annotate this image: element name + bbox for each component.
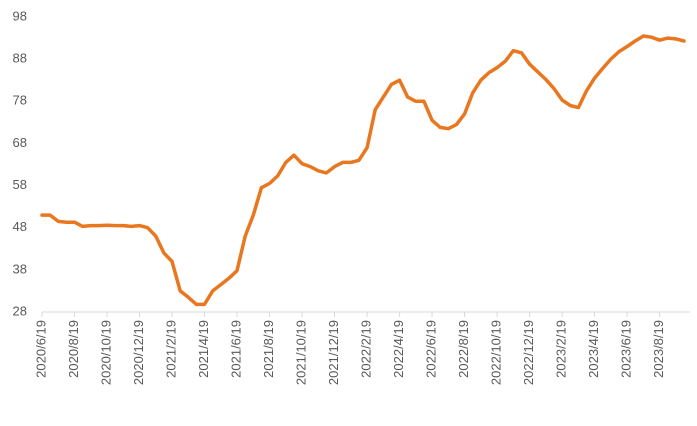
x-tick-label: 2020/8/19 <box>66 320 81 378</box>
y-tick-label: 38 <box>13 261 27 276</box>
x-tick-label: 2023/6/19 <box>619 320 634 378</box>
x-tick-label: 2022/10/19 <box>489 320 504 385</box>
x-tick-label: 2021/10/19 <box>293 320 308 385</box>
x-tick-label: 2021/2/19 <box>163 320 178 378</box>
y-tick-label: 68 <box>13 135 27 150</box>
y-tick-label: 88 <box>13 51 27 66</box>
x-tick-label: 2021/8/19 <box>261 320 276 378</box>
x-tick-label: 2023/2/19 <box>554 320 569 378</box>
x-tick-label: 2022/8/19 <box>456 320 471 378</box>
x-tick-label: 2021/4/19 <box>196 320 211 378</box>
x-tick-label: 2020/6/19 <box>33 320 48 378</box>
y-tick-label: 58 <box>13 177 27 192</box>
data-line <box>40 34 686 307</box>
y-tick-label: 48 <box>13 219 27 234</box>
y-tick-label: 28 <box>13 303 27 318</box>
x-tick-label: 2020/12/19 <box>131 320 146 385</box>
x-tick-label: 2021/6/19 <box>228 320 243 378</box>
x-tick-label: 2022/12/19 <box>521 320 536 385</box>
y-tick-label: 98 <box>13 8 27 23</box>
x-tick-label: 2022/4/19 <box>391 320 406 378</box>
y-tick-label: 78 <box>13 93 27 108</box>
x-tick-label: 2022/2/19 <box>359 320 374 378</box>
x-tick-label: 2023/4/19 <box>586 320 601 378</box>
x-tick-label: 2021/12/19 <box>326 320 341 385</box>
x-tick-label: 2023/8/19 <box>651 320 666 378</box>
x-tick-label: 2022/6/19 <box>424 320 439 378</box>
x-tick-label: 2020/10/19 <box>98 320 113 385</box>
